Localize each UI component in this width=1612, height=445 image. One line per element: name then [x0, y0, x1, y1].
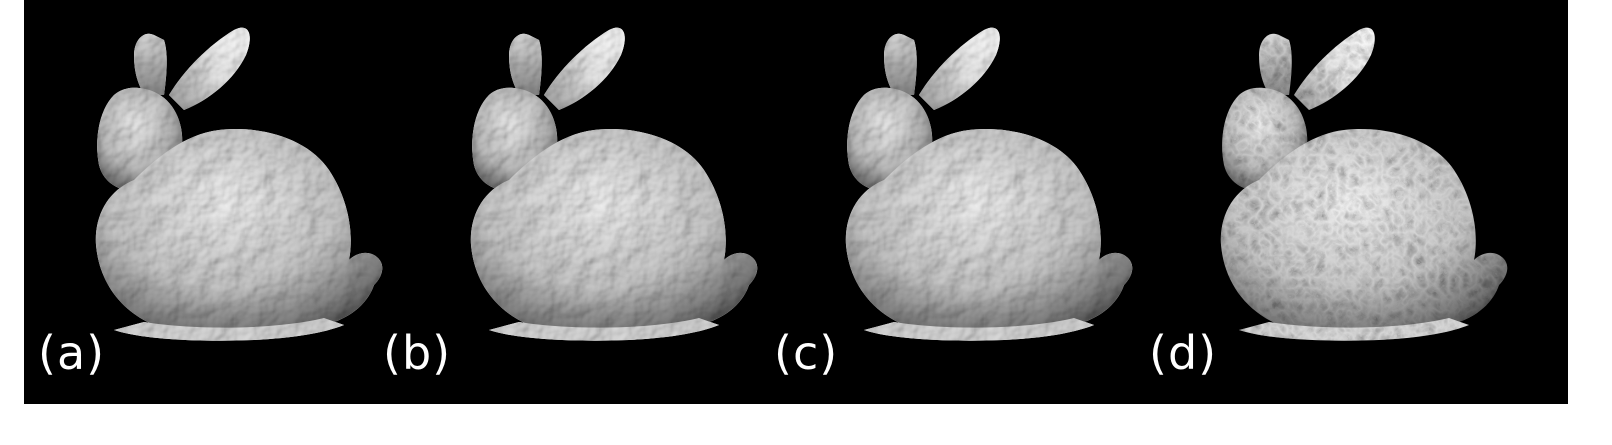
panel-label-b: (b): [383, 326, 452, 380]
panel-label-a: (a): [38, 326, 106, 380]
panel-b: (b): [383, 0, 785, 404]
panel-c: (c): [774, 0, 1160, 404]
panel-label-d: (d): [1149, 326, 1218, 380]
bunny-model-a: [95, 27, 383, 341]
bunny-model-d: [1220, 27, 1508, 341]
figure-bunny-comparison: (a) (b) (c): [24, 0, 1568, 404]
bunny-model-c: [845, 27, 1133, 341]
panel-label-c: (c): [774, 326, 839, 380]
bunny-model-b: [470, 27, 758, 341]
panel-a: (a): [24, 0, 410, 404]
panel-d: (d): [1149, 0, 1535, 404]
